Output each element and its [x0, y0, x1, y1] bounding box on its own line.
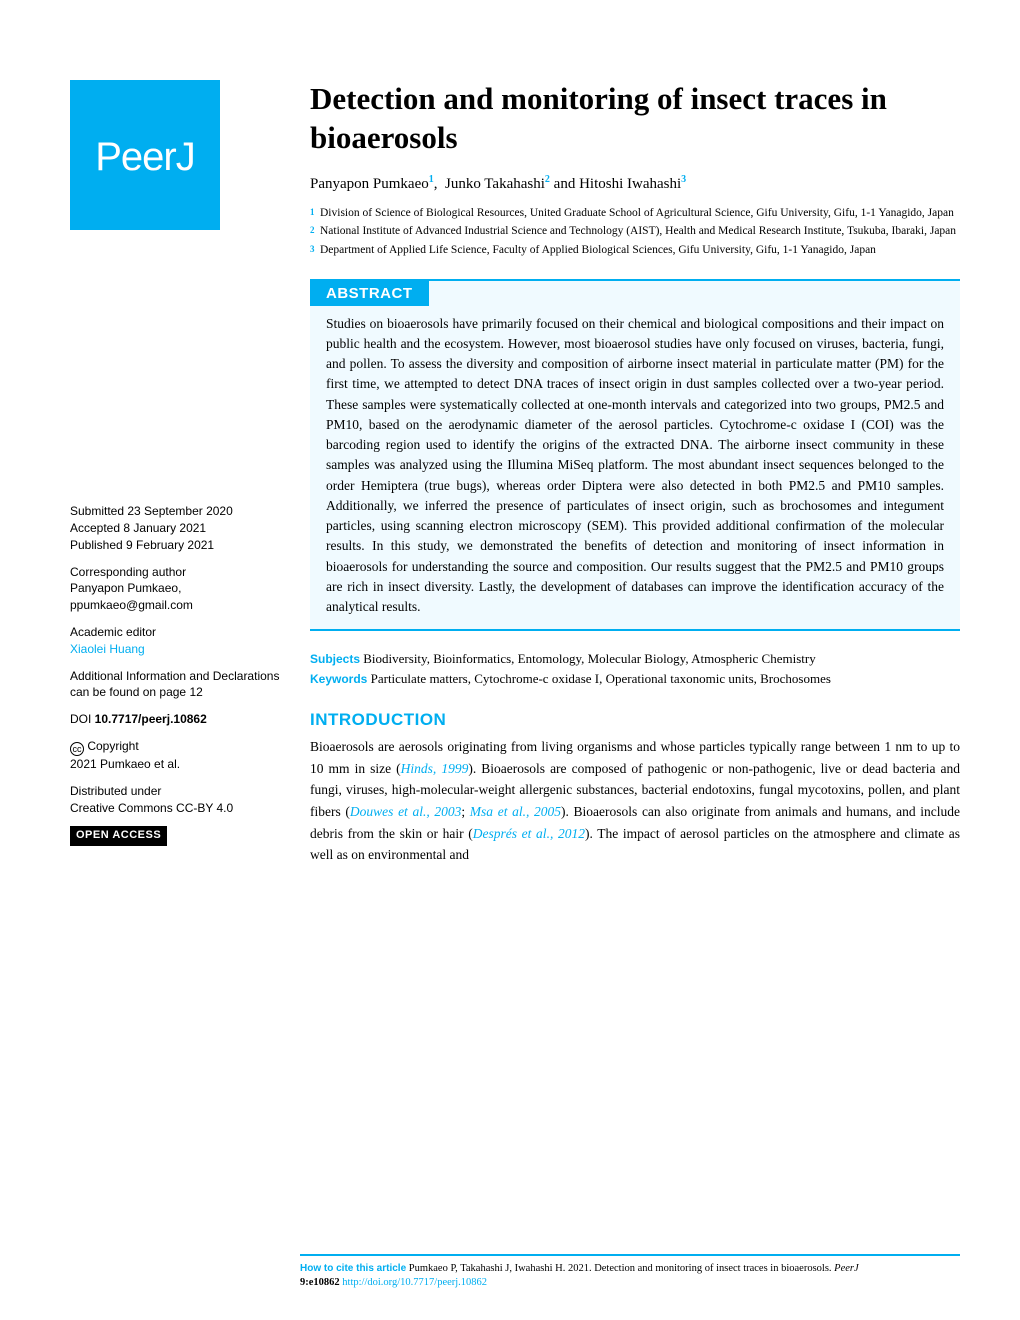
affil-text: Division of Science of Biological Resour… — [320, 205, 954, 222]
citation-link[interactable]: Després et al., 2012 — [473, 826, 585, 841]
author-name[interactable]: Junko Takahashi — [445, 176, 545, 192]
doi-value[interactable]: 10.7717/peerj.10862 — [95, 712, 207, 726]
subjects-label: Subjects — [310, 652, 360, 666]
keywords-label: Keywords — [310, 672, 367, 686]
affil-number: 2 — [310, 224, 317, 240]
article-metadata: Submitted 23 September 2020 Accepted 8 J… — [70, 503, 280, 866]
article-body: Detection and monitoring of insect trace… — [310, 80, 960, 866]
author-name[interactable]: Panyapon Pumkaeo — [310, 176, 429, 192]
submitted-date: 23 September 2020 — [124, 504, 233, 518]
abstract-text: Studies on bioaerosols have primarily fo… — [310, 306, 960, 622]
submitted-label: Submitted — [70, 504, 124, 518]
academic-editor-label: Academic editor — [70, 624, 280, 641]
affiliations: 1Division of Science of Biological Resou… — [310, 205, 960, 259]
introduction-text: Bioaerosols are aerosols originating fro… — [310, 736, 960, 866]
keywords-list: Particulate matters, Cytochrome-c oxidas… — [371, 671, 831, 686]
citation-footer: How to cite this article Pumkaeo P, Taka… — [300, 1254, 960, 1290]
academic-editor[interactable]: Xiaolei Huang — [70, 641, 280, 658]
abstract-section: ABSTRACT Studies on bioaerosols have pri… — [310, 279, 960, 632]
affil-text: National Institute of Advanced Industria… — [320, 223, 956, 240]
citation-text: Pumkaeo P, Takahashi J, Iwahashi H. 2021… — [406, 1263, 834, 1274]
copyright-label: Copyright — [84, 739, 139, 753]
affil-number: 1 — [310, 206, 317, 222]
citation-link[interactable]: Msa et al., 2005 — [470, 804, 561, 819]
distributed-label: Distributed under — [70, 783, 280, 800]
corresponding-author: Panyapon Pumkaeo, ppumkaeo@gmail.com — [70, 580, 280, 614]
introduction-header: INTRODUCTION — [310, 710, 960, 730]
article-title: Detection and monitoring of insect trace… — [310, 80, 960, 158]
citation-link[interactable]: Hinds, 1999 — [401, 761, 469, 776]
peerj-logo: PeerJ — [70, 80, 220, 230]
doi-link[interactable]: http://doi.org/10.7717/peerj.10862 — [342, 1277, 487, 1288]
published-date: 9 February 2021 — [123, 538, 214, 552]
citation-link[interactable]: Douwes et al., 2003 — [350, 804, 461, 819]
published-label: Published — [70, 538, 123, 552]
how-to-cite-label: How to cite this article — [300, 1263, 406, 1274]
author-affil-sup: 3 — [681, 174, 686, 185]
copyright-holder: 2021 Pumkaeo et al. — [70, 756, 280, 773]
subjects-list: Biodiversity, Bioinformatics, Entomology… — [363, 651, 815, 666]
additional-info: Additional Information and Declarations … — [70, 668, 280, 702]
cc-icon: cc — [70, 742, 84, 756]
author-affil-sup: 1 — [429, 174, 434, 185]
sidebar: PeerJ Submitted 23 September 2020 Accept… — [70, 80, 280, 866]
intro-span: ; — [461, 804, 469, 819]
open-access-badge: OPEN ACCESS — [70, 826, 167, 845]
license-link[interactable]: Creative Commons CC-BY 4.0 — [70, 800, 280, 817]
author-name[interactable]: Hitoshi Iwahashi — [579, 176, 681, 192]
affil-number: 3 — [310, 243, 317, 259]
accepted-date: 8 January 2021 — [120, 521, 206, 535]
journal-name: PeerJ — [834, 1263, 858, 1274]
authors-line: Panyapon Pumkaeo1, Junko Takahashi2 and … — [310, 174, 960, 193]
abstract-header: ABSTRACT — [310, 281, 429, 306]
doi-label: DOI — [70, 712, 95, 726]
volume-id: 9:e10862 — [300, 1277, 342, 1288]
subjects-keywords: Subjects Biodiversity, Bioinformatics, E… — [310, 649, 960, 688]
author-affil-sup: 2 — [545, 174, 550, 185]
corresponding-author-label: Corresponding author — [70, 564, 280, 581]
accepted-label: Accepted — [70, 521, 120, 535]
affil-text: Department of Applied Life Science, Facu… — [320, 242, 876, 259]
